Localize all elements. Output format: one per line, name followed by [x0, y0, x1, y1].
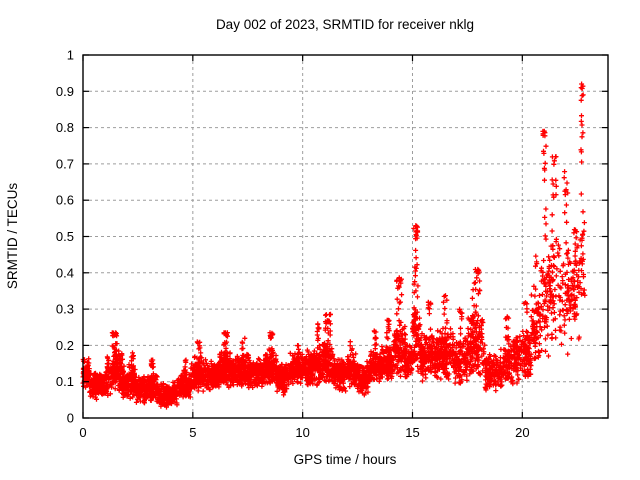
y-tick-label: 0.1	[56, 374, 74, 389]
y-tick-label: 0.4	[56, 265, 74, 280]
x-tick-label: 10	[295, 425, 309, 440]
y-tick-label: 0.3	[56, 302, 74, 317]
y-tick-label: 0.2	[56, 338, 74, 353]
y-tick-label: 1	[67, 48, 74, 63]
y-tick-label: 0.5	[56, 229, 74, 244]
y-axis-label: SRMTID / TECUs	[5, 183, 20, 290]
y-tick-label: 0	[67, 411, 74, 426]
y-tick-label: 0.9	[56, 84, 74, 99]
x-tick-label: 5	[189, 425, 196, 440]
y-tick-label: 0.7	[56, 156, 74, 171]
scatter-points	[80, 81, 588, 410]
x-tick-label: 0	[79, 425, 86, 440]
x-tick-label: 20	[515, 425, 529, 440]
y-tick-label: 0.6	[56, 193, 74, 208]
y-tick-label: 0.8	[56, 120, 74, 135]
chart-title: Day 002 of 2023, SRMTID for receiver nkl…	[216, 17, 474, 32]
x-tick-label: 15	[405, 425, 419, 440]
x-axis-label: GPS time / hours	[294, 452, 397, 467]
